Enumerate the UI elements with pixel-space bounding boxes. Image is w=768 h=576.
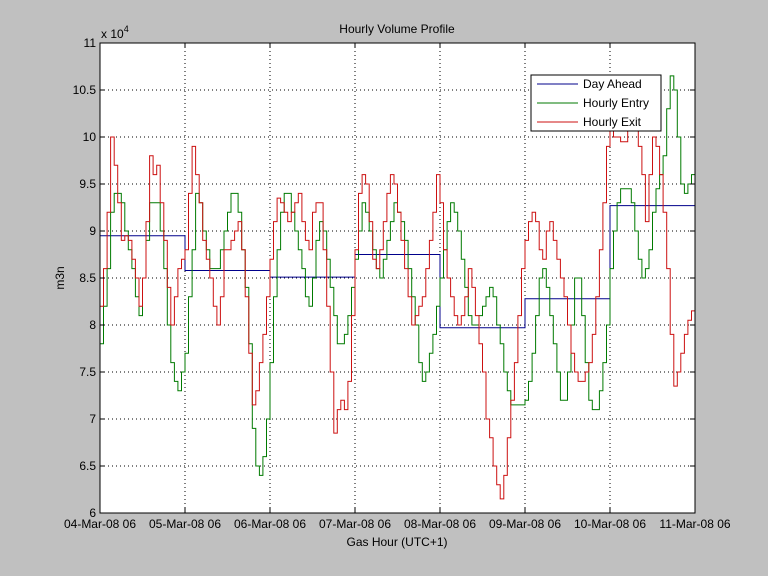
y-tick-label: 7.5 [79,365,96,379]
chart-title: Hourly Volume Profile [339,22,455,36]
x-tick-label: 04-Mar-08 06 [64,517,136,531]
series-lines [100,75,695,500]
y-multiplier-exponent: 4 [124,24,129,34]
y-multiplier-label: x 104 [101,24,129,41]
y-tick-label: 9 [89,224,96,238]
x-axis-label: Gas Hour (UTC+1) [346,535,447,549]
x-tick-label: 08-Mar-08 06 [404,517,476,531]
axis-ticks: 04-Mar-08 06 05-Mar-08 06 06-Mar-08 06 07-M… [64,36,731,531]
y-tick-label: 6.5 [79,459,96,473]
y-tick-label: 10.5 [73,83,97,97]
x-tick-label: 11-Mar-08 06 [659,517,730,531]
x-tick-label: 09-Mar-08 06 [489,517,561,531]
y-tick-label: 9.5 [79,177,96,191]
y-tick-label: 7 [89,412,96,426]
y-tick-label: 11 [84,36,97,50]
y-tick-label: 6 [89,506,96,520]
legend: Day Ahead Hourly Entry Hourly Exit [530,74,662,132]
y-tick-label: 10 [83,130,97,144]
y-tick-label: 8 [89,318,96,332]
series-line-hourly-exit [100,108,695,500]
x-tick-label: 10-Mar-08 06 [574,517,646,531]
legend-label-hourly-exit: Hourly Exit [583,115,642,129]
y-tick-label: 8.5 [79,271,96,285]
legend-label-hourly-entry: Hourly Entry [583,96,649,110]
legend-label-day-ahead: Day Ahead [583,77,642,91]
y-axis-label: m3n [53,266,67,289]
x-tick-label: 07-Mar-08 06 [319,517,391,531]
x-tick-label: 06-Mar-08 06 [234,517,306,531]
x-tick-label: 05-Mar-08 06 [149,517,221,531]
